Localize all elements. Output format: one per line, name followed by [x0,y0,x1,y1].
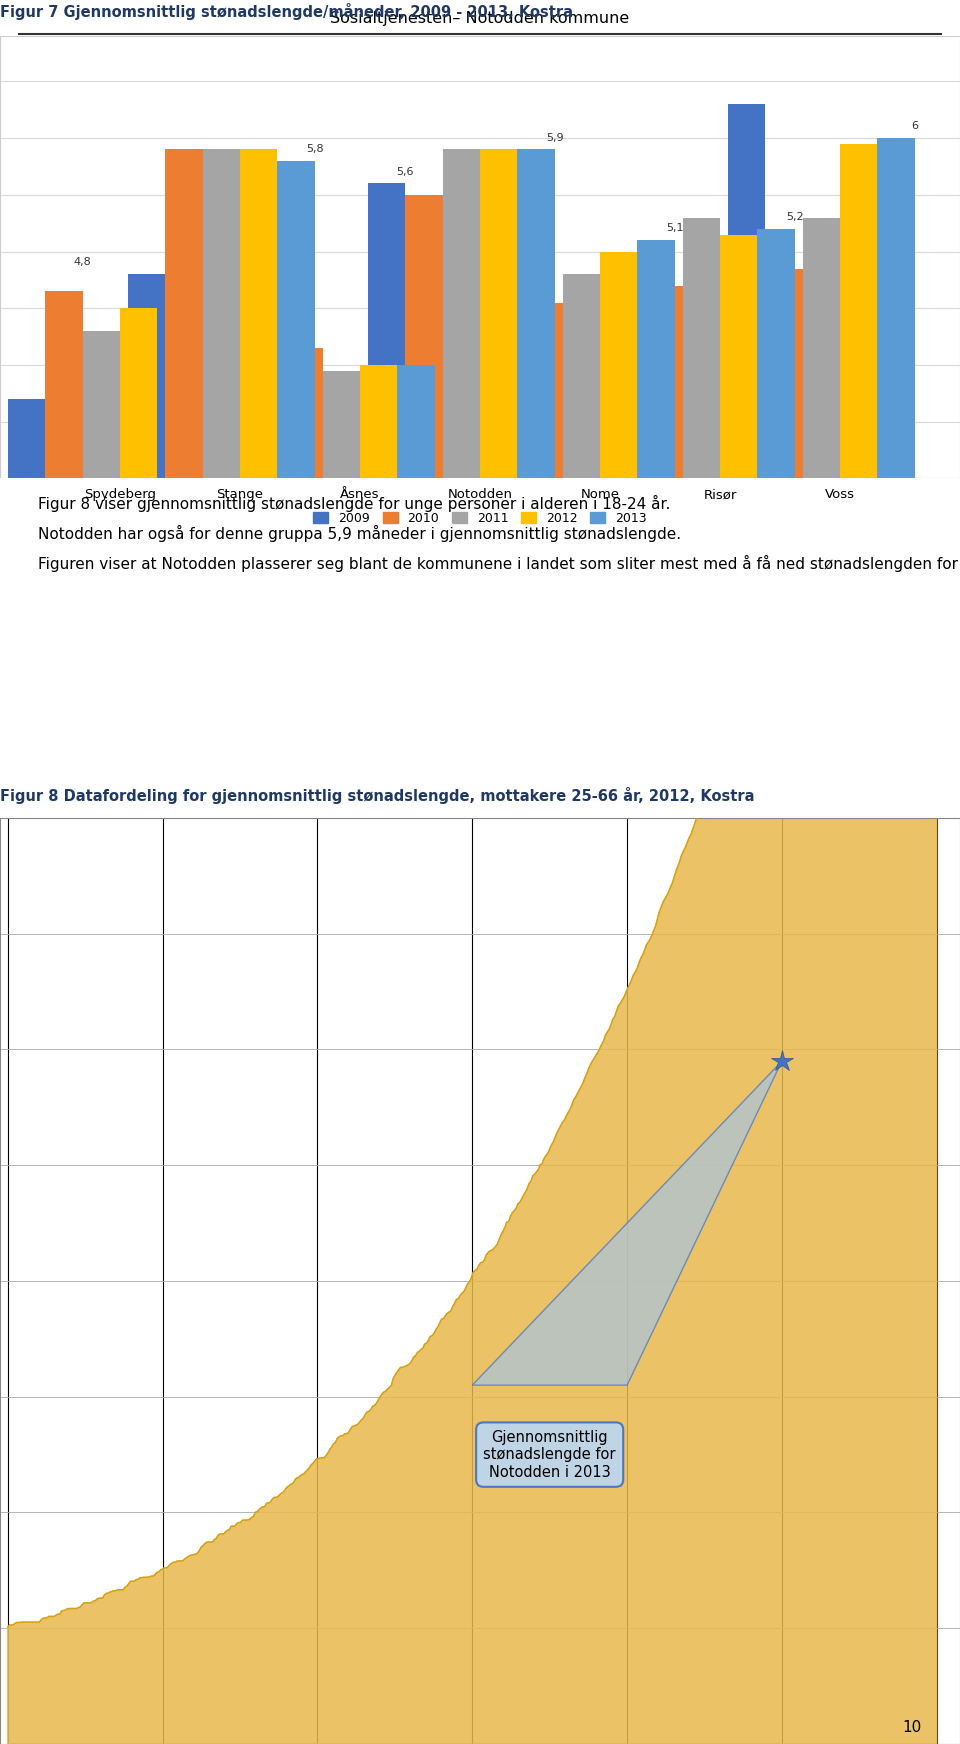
Text: Gjennomsnittlig
stønadslengde for
Notodden i 2013: Gjennomsnittlig stønadslengde for Notodd… [484,1430,616,1479]
Text: Figur 8 viser gjennomsnittlig stønadslengde for unge personer i alderen i 18-24 : Figur 8 viser gjennomsnittlig stønadslen… [38,495,960,572]
Text: 4,8: 4,8 [74,258,91,267]
Bar [757,228,795,818]
Bar [285,349,323,818]
Bar [165,150,203,818]
Bar [765,269,803,818]
Text: Figur 8 Datafordeling for gjennomsnittlig stønadslengde, mottakere 25-66 år, 201: Figur 8 Datafordeling for gjennomsnittli… [0,787,755,804]
Bar [360,364,397,818]
Bar [203,150,240,818]
Bar [517,150,555,818]
Bar [240,150,277,818]
Bar [397,364,435,818]
Bar [683,218,720,818]
Text: 5,2: 5,2 [786,213,804,221]
Text: Sosialtjenesten– Notodden kommune: Sosialtjenesten– Notodden kommune [330,10,630,26]
Bar [248,326,285,818]
Bar [563,274,600,818]
Bar [120,309,157,818]
Bar [405,195,443,818]
Bar [8,399,45,818]
Legend: 2009, 2010, 2011, 2012, 2013: 2009, 2010, 2011, 2012, 2013 [308,508,652,530]
Bar [368,183,405,818]
Polygon shape [472,1060,782,1385]
Bar [525,303,563,818]
Text: 5,8: 5,8 [306,145,324,153]
Bar [728,105,765,818]
Bar [83,331,120,818]
Bar [45,291,83,818]
Bar [443,150,480,818]
Bar [600,251,637,818]
Bar [128,274,165,818]
Text: 10: 10 [902,1720,922,1735]
Bar [840,143,877,818]
Bar [277,160,315,818]
Text: 5,6: 5,6 [396,167,414,176]
Bar [803,218,840,818]
Text: 5,1: 5,1 [666,223,684,234]
Bar [323,371,360,818]
Bar [645,286,683,818]
Bar [720,234,757,818]
Bar [488,274,525,818]
Bar [877,138,915,818]
Text: 5,9: 5,9 [546,133,564,143]
Bar [608,286,645,818]
Text: Figur 7 Gjennomsnittlig stønadslengde/måneder, 2009 - 2013, Kostra: Figur 7 Gjennomsnittlig stønadslengde/må… [0,2,573,19]
Bar [480,150,517,818]
Bar [637,241,675,818]
Text: 6: 6 [911,122,918,131]
